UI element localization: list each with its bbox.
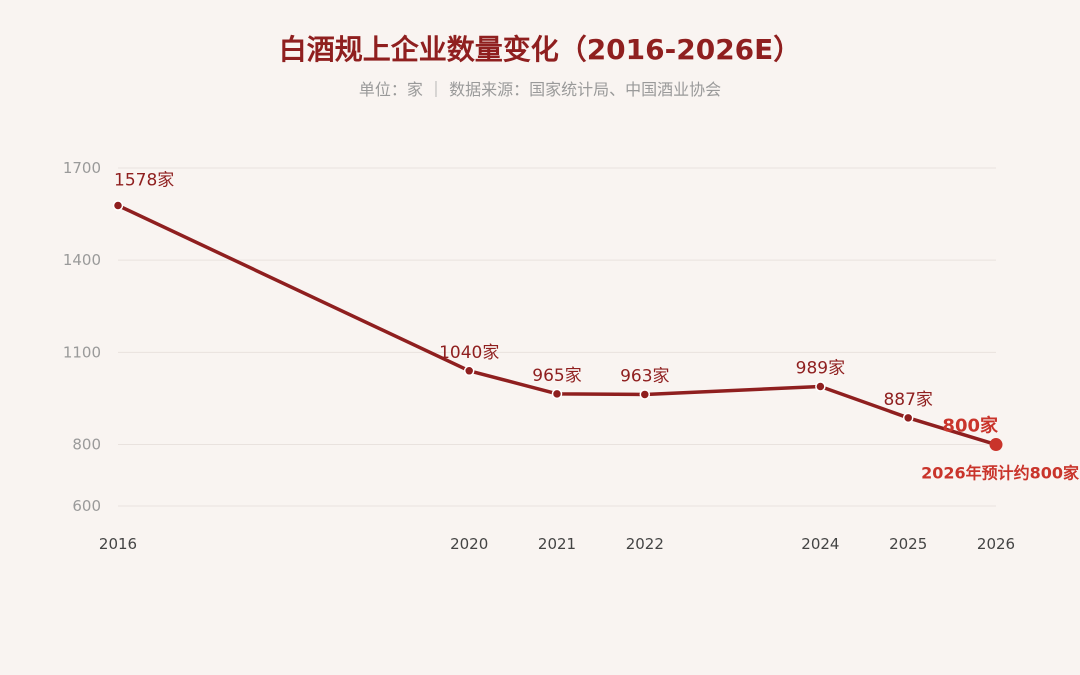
data-point: [112, 200, 124, 211]
series-line: [117, 203, 997, 447]
y-tick-label: 600: [72, 497, 101, 515]
data-label: 887家: [883, 390, 932, 410]
data-point: [989, 438, 1003, 452]
data-point: [463, 365, 475, 377]
data-label: 1040家: [439, 343, 499, 363]
x-tick-label: 2022: [626, 535, 664, 553]
x-tick-label: 2026: [977, 535, 1015, 553]
y-tick-label: 1400: [63, 251, 101, 269]
x-tick-label: 2020: [450, 535, 488, 553]
annotation-text: 2026年预计约800家: [921, 464, 1080, 483]
data-point: [639, 389, 651, 400]
x-tick-label: 2024: [801, 535, 839, 553]
data-label: 1578家: [114, 170, 174, 190]
chart-title: 白酒规上企业数量变化（2016-2026E）: [278, 33, 802, 66]
x-tick-label: 2025: [889, 535, 927, 553]
y-tick-label: 800: [72, 436, 101, 454]
x-tick-label: 2021: [538, 535, 576, 553]
y-tick-label: 1100: [63, 343, 101, 361]
data-label: 963家: [620, 366, 669, 386]
data-label: 965家: [532, 366, 581, 386]
data-point: [815, 381, 826, 392]
x-tick-label: 2016: [99, 535, 137, 553]
data-label: 800家: [942, 415, 999, 437]
y-tick-label: 1700: [63, 159, 101, 177]
data-label: 989家: [796, 358, 845, 378]
data-point: [902, 412, 914, 424]
data-point: [551, 388, 563, 400]
chart-subtitle: 单位：家 ｜ 数据来源：国家统计局、中国酒业协会: [358, 80, 722, 99]
